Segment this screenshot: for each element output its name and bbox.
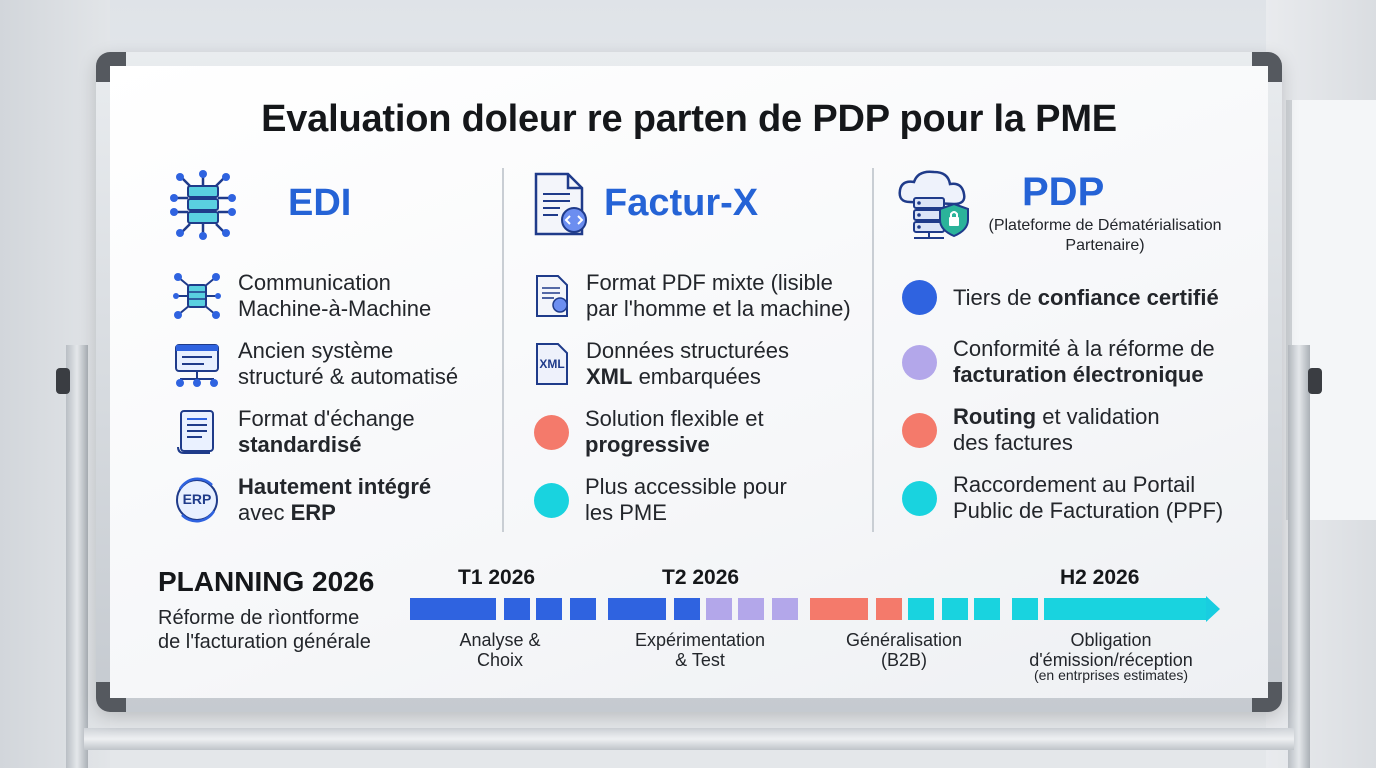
bullet-dot-blue — [902, 280, 937, 315]
list-item: Format PDF mixte (lisible par l'homme et … — [534, 270, 851, 322]
timeline-phase-note: (en entrprises estimates) — [1033, 667, 1189, 683]
board-title: Evaluation doleur re parten de PDP pour … — [261, 98, 1117, 140]
planning-title: PLANNING 2026 — [158, 566, 375, 597]
stand-rail — [84, 728, 1294, 750]
column-divider — [502, 168, 504, 532]
item-text: Tiers de confiance certifié — [953, 284, 1219, 310]
list-item: Conformité à la réforme de facturation él… — [902, 336, 1215, 388]
list-item: Plus accessible pour les PME — [534, 474, 787, 526]
item-text: Ancien système structuré & automatisé — [238, 338, 459, 389]
list-item: Format d'échange standardisé — [172, 406, 415, 458]
list-item: Communication Machine-à-Machine — [172, 270, 431, 322]
bullet-dot-cyan — [902, 480, 937, 516]
column-heading: PDP — [1022, 170, 1105, 214]
timeline-segment — [908, 598, 934, 620]
list-item: Raccordement au Portail Public de Factura… — [902, 472, 1223, 524]
item-text: Solution flexible et progressive — [585, 406, 764, 457]
background-wall-left — [0, 0, 110, 768]
stand-knob-right — [1308, 368, 1322, 394]
stand-knob-left — [56, 368, 70, 394]
list-item: Solution flexible et progressive — [534, 406, 764, 458]
network-icon — [173, 273, 221, 319]
item-text: Plus accessible pour les PME — [585, 474, 787, 525]
timeline-phase: Analyse & Choix — [459, 630, 541, 670]
pdf-icon — [536, 275, 568, 317]
planning-subtitle: Réforme de rìontforme de l'facturation gé… — [158, 607, 371, 653]
erp-icon: ERP — [172, 475, 222, 525]
network-server-icon — [170, 170, 236, 240]
item-text: Raccordement au Portail Public de Factura… — [953, 472, 1224, 523]
list-item: Tiers de confiance certifié — [902, 280, 1219, 315]
whiteboard-surface: Evaluation doleur re parten de PDP pour … — [110, 66, 1268, 698]
bullet-dot-coral — [534, 414, 569, 450]
timeline-segment — [738, 598, 764, 620]
column-heading: EDI — [288, 182, 352, 224]
item-text: Communication Machine-à-Machine — [238, 270, 432, 321]
timeline-segment — [410, 598, 496, 620]
pdf-code-icon — [534, 172, 587, 236]
timeline-segment — [974, 598, 1000, 620]
list-item: Ancien système structuré & automatisé — [172, 338, 458, 390]
document-icon — [177, 410, 214, 454]
timeline-segment — [706, 598, 732, 620]
item-text: Format PDF mixte (lisible par l'homme et … — [586, 270, 851, 321]
xml-icon: XML — [534, 341, 570, 387]
timeline-segment — [536, 598, 562, 620]
stand-post-right — [1288, 345, 1310, 768]
bullet-dot-cyan — [534, 482, 569, 518]
column-heading: Factur-X — [604, 182, 759, 224]
timeline-label-t1: T1 2026 — [458, 566, 536, 589]
item-text: Conformité à la réforme de facturation él… — [953, 336, 1215, 387]
timeline-segment — [772, 598, 798, 620]
timeline-segment — [942, 598, 968, 620]
timeline-label-h2: H2 2026 — [1060, 566, 1140, 589]
timeline-segment — [608, 598, 666, 620]
item-text: Format d'échange standardisé — [238, 406, 415, 457]
timeline-segment — [674, 598, 700, 620]
item-text: Données structurées XML embarquées — [586, 338, 789, 389]
system-icon — [175, 344, 219, 387]
timeline-segment — [810, 598, 868, 620]
list-item: Routing et validation des factures — [902, 404, 1160, 456]
cloud-shield-icon — [898, 170, 969, 239]
timeline-label-t2: T2 2026 — [662, 566, 740, 589]
timeline-phase: Expérimentation & Test — [634, 630, 766, 670]
stand-post-left — [66, 345, 88, 768]
list-item: ERP Hautement intégré avec ERP — [172, 474, 431, 526]
item-text: Routing et validation des factures — [953, 404, 1160, 455]
item-text: Hautement intégré avec ERP — [238, 474, 432, 525]
bullet-dot-lavender — [902, 344, 937, 380]
timeline-phase: Généralisation (B2B) — [845, 630, 963, 670]
timeline-segment — [504, 598, 530, 620]
timeline-segment — [1044, 598, 1206, 620]
timeline-segment — [1012, 598, 1038, 620]
timeline-phase: Obligation d'émission/réception — [1029, 630, 1193, 670]
column-divider — [872, 168, 874, 532]
list-item: XML Données structurées XML embarquées — [534, 338, 789, 390]
column-subheading: (Plateforme de Dématérialisation Partenai… — [988, 217, 1222, 254]
bullet-dot-coral — [902, 412, 937, 448]
timeline-arrow-icon — [1206, 596, 1220, 622]
timeline-segment — [876, 598, 902, 620]
timeline-segment — [570, 598, 596, 620]
